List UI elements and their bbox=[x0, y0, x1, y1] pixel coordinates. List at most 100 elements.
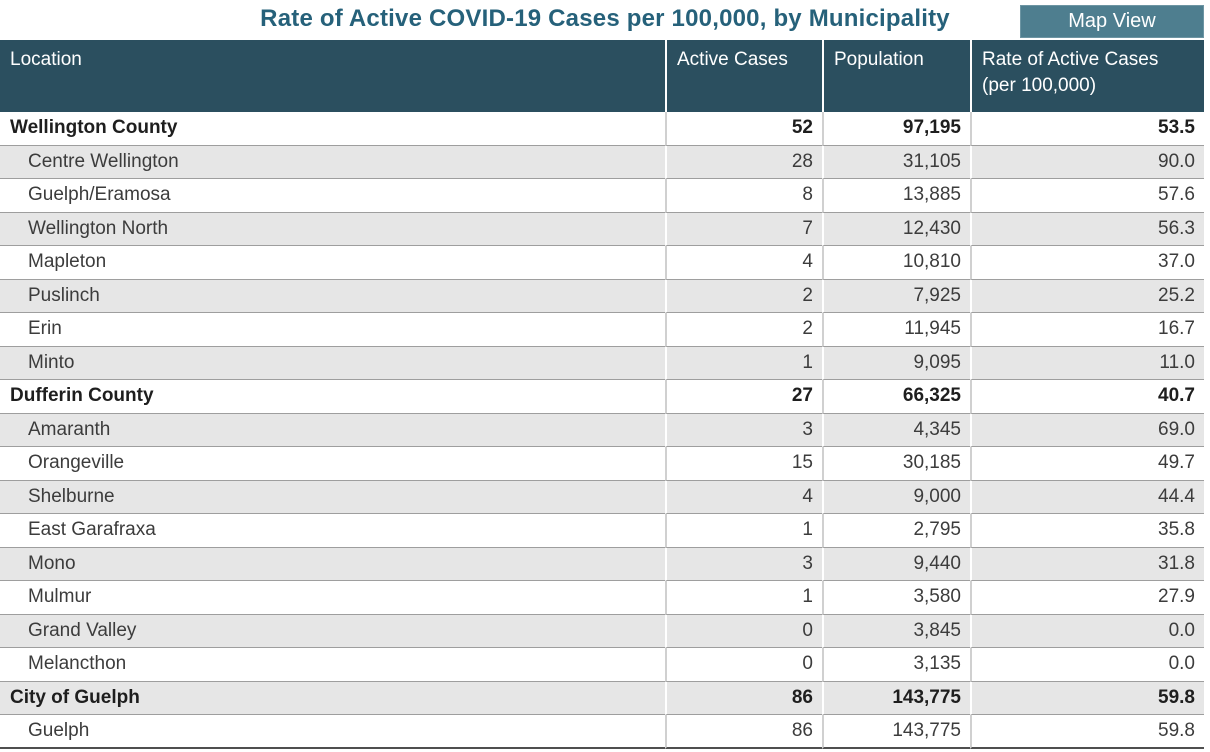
cell-population: 9,440 bbox=[822, 547, 970, 581]
cell-population: 3,845 bbox=[822, 614, 970, 648]
cell-active-cases: 27 bbox=[665, 380, 822, 414]
table-row[interactable]: Grand Valley 0 3,845 0.0 bbox=[0, 614, 1204, 648]
table-row[interactable]: East Garafraxa 1 2,795 35.8 bbox=[0, 514, 1204, 548]
cell-active-cases: 4 bbox=[665, 480, 822, 514]
cell-active-cases: 4 bbox=[665, 246, 822, 280]
cell-population: 3,580 bbox=[822, 581, 970, 615]
cell-location: Puslinch bbox=[0, 279, 665, 313]
cell-active-cases: 8 bbox=[665, 179, 822, 213]
cell-rate: 40.7 bbox=[970, 380, 1204, 414]
column-header-population[interactable]: Population bbox=[822, 40, 970, 112]
table-row[interactable]: Wellington North 7 12,430 56.3 bbox=[0, 212, 1204, 246]
cell-location: Shelburne bbox=[0, 480, 665, 514]
table-row[interactable]: Amaranth 3 4,345 69.0 bbox=[0, 413, 1204, 447]
cell-population: 2,795 bbox=[822, 514, 970, 548]
cell-location: Melancthon bbox=[0, 648, 665, 682]
table-header-row: Location Active Cases Population Rate of… bbox=[0, 40, 1204, 112]
cell-rate: 31.8 bbox=[970, 547, 1204, 581]
cell-location: City of Guelph bbox=[0, 681, 665, 715]
cell-location: Centre Wellington bbox=[0, 145, 665, 179]
cell-rate: 25.2 bbox=[970, 279, 1204, 313]
cell-rate: 0.0 bbox=[970, 614, 1204, 648]
table-row[interactable]: Mulmur 1 3,580 27.9 bbox=[0, 581, 1204, 615]
cell-location: Mapleton bbox=[0, 246, 665, 280]
cell-rate: 0.0 bbox=[970, 648, 1204, 682]
cell-active-cases: 1 bbox=[665, 346, 822, 380]
cell-active-cases: 3 bbox=[665, 547, 822, 581]
cell-active-cases: 28 bbox=[665, 145, 822, 179]
cell-location: Guelph/Eramosa bbox=[0, 179, 665, 213]
cell-location: Minto bbox=[0, 346, 665, 380]
cell-population: 4,345 bbox=[822, 413, 970, 447]
cell-location: Dufferin County bbox=[0, 380, 665, 414]
table-row[interactable]: Mono 3 9,440 31.8 bbox=[0, 547, 1204, 581]
cell-active-cases: 3 bbox=[665, 413, 822, 447]
cell-population: 13,885 bbox=[822, 179, 970, 213]
cell-population: 10,810 bbox=[822, 246, 970, 280]
cell-rate: 56.3 bbox=[970, 212, 1204, 246]
cell-location: Wellington North bbox=[0, 212, 665, 246]
cell-population: 31,105 bbox=[822, 145, 970, 179]
covid-table: Location Active Cases Population Rate of… bbox=[0, 40, 1204, 749]
cell-active-cases: 1 bbox=[665, 514, 822, 548]
cell-location: Grand Valley bbox=[0, 614, 665, 648]
column-header-rate[interactable]: Rate of Active Cases (per 100,000) bbox=[970, 40, 1204, 112]
cell-rate: 16.7 bbox=[970, 313, 1204, 347]
table-row[interactable]: Melancthon 0 3,135 0.0 bbox=[0, 648, 1204, 682]
cell-location: Wellington County bbox=[0, 112, 665, 146]
cell-rate: 57.6 bbox=[970, 179, 1204, 213]
cell-active-cases: 15 bbox=[665, 447, 822, 481]
table-row[interactable]: City of Guelph 86 143,775 59.8 bbox=[0, 681, 1204, 715]
cell-active-cases: 0 bbox=[665, 614, 822, 648]
column-header-active-cases[interactable]: Active Cases bbox=[665, 40, 822, 112]
cell-rate: 90.0 bbox=[970, 145, 1204, 179]
cell-active-cases: 86 bbox=[665, 681, 822, 715]
cell-rate: 59.8 bbox=[970, 681, 1204, 715]
cell-active-cases: 52 bbox=[665, 112, 822, 146]
cell-active-cases: 2 bbox=[665, 279, 822, 313]
cell-location: Guelph bbox=[0, 715, 665, 749]
table-row[interactable]: Puslinch 2 7,925 25.2 bbox=[0, 279, 1204, 313]
map-view-button[interactable]: Map View bbox=[1020, 5, 1204, 38]
cell-location: Orangeville bbox=[0, 447, 665, 481]
cell-population: 143,775 bbox=[822, 681, 970, 715]
cell-location: Erin bbox=[0, 313, 665, 347]
cell-active-cases: 2 bbox=[665, 313, 822, 347]
cell-active-cases: 7 bbox=[665, 212, 822, 246]
cell-rate: 69.0 bbox=[970, 413, 1204, 447]
cell-location: Mono bbox=[0, 547, 665, 581]
table-row[interactable]: Guelph/Eramosa 8 13,885 57.6 bbox=[0, 179, 1204, 213]
cell-population: 9,095 bbox=[822, 346, 970, 380]
cell-active-cases: 86 bbox=[665, 715, 822, 749]
table-body: Wellington County 52 97,195 53.5 Centre Well… bbox=[0, 112, 1204, 749]
table-row[interactable]: Erin 2 11,945 16.7 bbox=[0, 313, 1204, 347]
cell-population: 97,195 bbox=[822, 112, 970, 146]
cell-location: Mulmur bbox=[0, 581, 665, 615]
table-row[interactable]: Dufferin County 27 66,325 40.7 bbox=[0, 380, 1204, 414]
table-row[interactable]: Mapleton 4 10,810 37.0 bbox=[0, 246, 1204, 280]
cell-population: 12,430 bbox=[822, 212, 970, 246]
table-row[interactable]: Orangeville 15 30,185 49.7 bbox=[0, 447, 1204, 481]
cell-active-cases: 1 bbox=[665, 581, 822, 615]
table-row[interactable]: Minto 1 9,095 11.0 bbox=[0, 346, 1204, 380]
cell-location: Amaranth bbox=[0, 413, 665, 447]
table-row[interactable]: Wellington County 52 97,195 53.5 bbox=[0, 112, 1204, 146]
column-header-location[interactable]: Location bbox=[0, 40, 665, 112]
cell-rate: 44.4 bbox=[970, 480, 1204, 514]
table-row[interactable]: Centre Wellington 28 31,105 90.0 bbox=[0, 145, 1204, 179]
cell-rate: 59.8 bbox=[970, 715, 1204, 749]
table-row[interactable]: Guelph 86 143,775 59.8 bbox=[0, 715, 1204, 749]
cell-population: 11,945 bbox=[822, 313, 970, 347]
cell-location: East Garafraxa bbox=[0, 514, 665, 548]
cell-population: 9,000 bbox=[822, 480, 970, 514]
table-row[interactable]: Shelburne 4 9,000 44.4 bbox=[0, 480, 1204, 514]
cell-rate: 37.0 bbox=[970, 246, 1204, 280]
cell-population: 66,325 bbox=[822, 380, 970, 414]
cell-population: 3,135 bbox=[822, 648, 970, 682]
cell-rate: 27.9 bbox=[970, 581, 1204, 615]
cell-rate: 35.8 bbox=[970, 514, 1204, 548]
cell-population: 143,775 bbox=[822, 715, 970, 749]
cell-active-cases: 0 bbox=[665, 648, 822, 682]
cell-population: 30,185 bbox=[822, 447, 970, 481]
